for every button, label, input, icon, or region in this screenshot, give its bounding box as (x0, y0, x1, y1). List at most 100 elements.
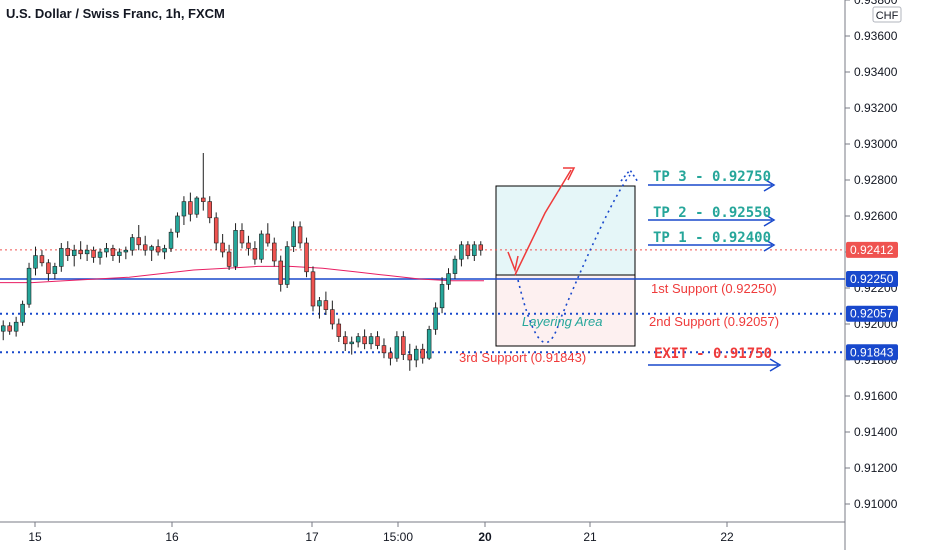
candle-up (175, 215, 180, 233)
candle-down (110, 248, 116, 256)
support2-price-tag-bg (846, 305, 898, 322)
candle-down (310, 271, 316, 307)
support3-label: 3rd Support (0.91843) (459, 350, 586, 365)
support1-price-tag: 0.92250 (850, 272, 894, 286)
candle-up (117, 251, 122, 256)
candle-down (220, 242, 225, 253)
candle-down (465, 244, 471, 256)
y-tick-label: 0.93200 (854, 101, 898, 115)
support2-label: 2nd Support (0.92057) (649, 314, 779, 329)
candle-up (97, 251, 103, 258)
candle-down (46, 262, 51, 274)
candle-down (323, 300, 329, 310)
candle-down (297, 226, 303, 244)
candle-down (239, 230, 245, 244)
candle-up (459, 244, 464, 260)
exit-label: EXIT - 0.91750 (654, 346, 772, 362)
candle-down (207, 201, 212, 219)
candle-up (452, 258, 458, 274)
candle-up (233, 230, 238, 267)
y-tick-label: 0.93800 (854, 0, 898, 7)
projection-arrow-head (563, 167, 576, 181)
candle-down (246, 242, 251, 249)
candle-down (91, 249, 96, 258)
candle-up (472, 244, 477, 256)
current-price-tag: 0.92412 (850, 243, 894, 257)
layering-area-label: Layering Area (522, 314, 602, 329)
candle-down (304, 242, 309, 273)
candle-down (330, 309, 335, 325)
candle-up (284, 246, 290, 285)
candle-up (433, 307, 438, 330)
candle-down (39, 255, 45, 264)
y-tick-label: 0.92600 (854, 209, 898, 223)
candle-up (71, 249, 77, 256)
candle-down (188, 201, 193, 215)
candle-down (336, 323, 342, 337)
candle-down (272, 242, 277, 262)
candle-up (13, 321, 19, 332)
candle-up (104, 248, 109, 253)
y-tick-label: 0.91200 (854, 461, 898, 475)
candle-down (388, 352, 393, 359)
x-tick-label: 15 (28, 530, 42, 544)
candle-up (355, 336, 361, 343)
support3-price-tag-bg (846, 344, 898, 361)
candle-up (349, 341, 354, 345)
candle-up (426, 329, 432, 359)
y-tick-label: 0.91600 (854, 389, 898, 403)
layering-path (517, 174, 631, 344)
y-tick-label: 0.93600 (854, 29, 898, 43)
candle-down (136, 237, 141, 246)
candle-up (33, 255, 38, 269)
candle-up (162, 248, 167, 253)
candle-up (414, 348, 419, 361)
candle-down (78, 249, 83, 255)
candle-up (259, 233, 264, 260)
candle-down (142, 244, 148, 251)
candle-down (381, 345, 387, 354)
currency-badge[interactable]: CHF (872, 6, 902, 23)
y-tick-label: 0.92800 (854, 173, 898, 187)
current-price-tag-bg (846, 241, 898, 258)
candle-up (317, 300, 322, 307)
candle-down (265, 233, 271, 244)
tp3-arrow (648, 178, 776, 192)
tp2-label: TP 2 - 0.92550 (653, 205, 771, 221)
moving-average-line (0, 265, 484, 284)
x-tick-label: 20 (478, 530, 492, 544)
candle-up (439, 284, 445, 309)
candle-down (401, 336, 406, 355)
candle-up (368, 336, 374, 345)
candle-down (343, 336, 348, 345)
candle-up (84, 249, 90, 255)
candle-up (20, 303, 25, 323)
candle-up (123, 249, 129, 253)
x-tick-label: 17 (305, 530, 319, 544)
candle-up (181, 201, 187, 217)
candle-down (201, 197, 206, 202)
candle-down (226, 251, 232, 267)
candle-down (278, 260, 283, 285)
support2-price-tag: 0.92057 (850, 307, 894, 321)
bullish-projection-line (514, 169, 572, 276)
tp1-label: TP 1 - 0.92400 (653, 230, 771, 246)
candle-up (130, 237, 135, 251)
candle-up (0, 325, 6, 332)
x-tick-label: 15:00 (383, 530, 413, 544)
projection-start-arrow (507, 251, 519, 273)
candle-down (155, 246, 161, 253)
candle-down (375, 336, 380, 346)
y-tick-label: 0.93000 (854, 137, 898, 151)
candlesticks (0, 153, 484, 371)
candle-down (478, 244, 484, 251)
exit-arrow (648, 358, 782, 372)
candle-down (362, 336, 367, 345)
candle-down (65, 248, 70, 256)
candle-down (420, 348, 425, 359)
candle-down (252, 248, 258, 260)
support1-label: 1st Support (0.92250) (651, 281, 777, 296)
tp1-arrow (648, 238, 776, 252)
candle-up (26, 267, 32, 305)
